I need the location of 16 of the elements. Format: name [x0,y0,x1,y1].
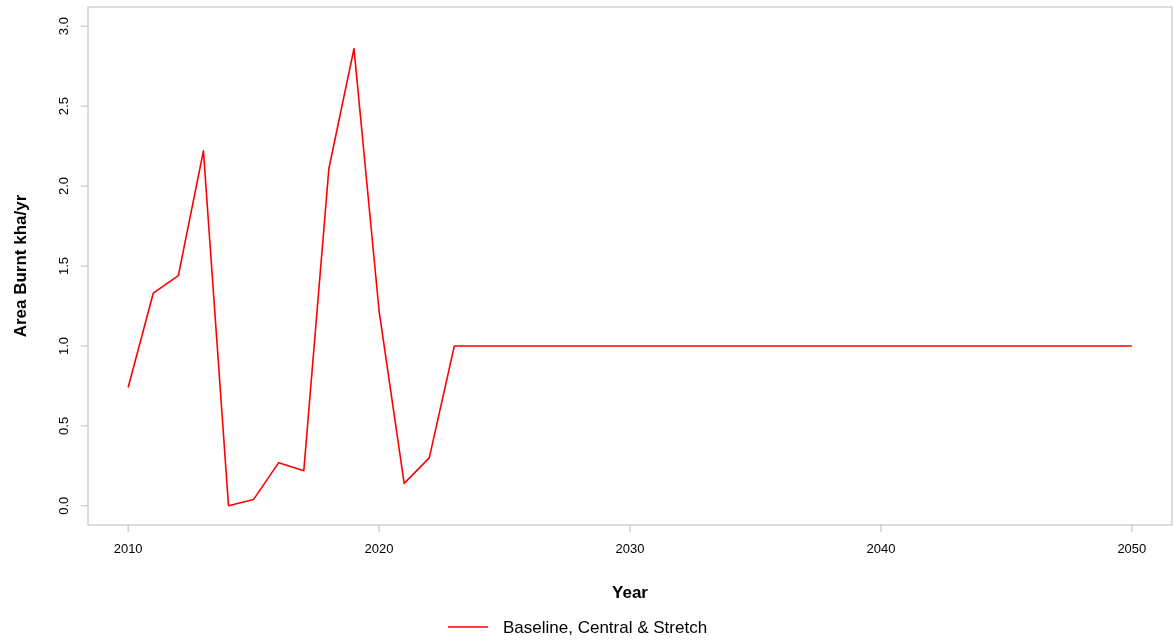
y-tick-label: 0.0 [56,496,71,515]
line-series [127,47,1133,507]
x-tick-label: 2020 [364,541,394,556]
y-axis-title: Area Burnt kha/yr [11,194,30,338]
y-tick-label: 1.0 [56,336,71,355]
x-tick-label: 2040 [866,541,896,556]
y-tick-label: 1.5 [56,256,71,276]
legend-label: Baseline, Central & Stretch [503,618,708,637]
y-tick-label: 2.5 [56,97,71,116]
x-tick-label: 2050 [1117,541,1147,556]
x-tick-label: 2010 [113,541,143,556]
y-tick-label: 3.0 [56,17,71,36]
x-axis-title: Year [612,583,649,602]
y-tick-label: 2.0 [56,177,71,196]
y-tick-label: 0.5 [56,416,71,435]
x-tick-label: 2030 [615,541,645,556]
